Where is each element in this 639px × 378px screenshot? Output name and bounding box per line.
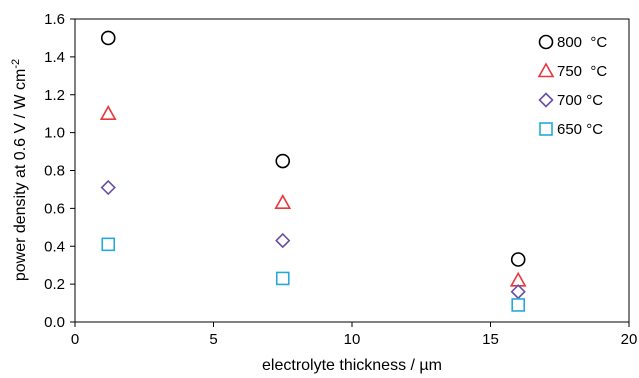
data-point-square <box>275 271 290 286</box>
data-point-triangle <box>99 105 117 120</box>
y-tick-label: 0.2 <box>44 276 65 293</box>
data-markers <box>99 30 527 312</box>
y-tick-label: 0.6 <box>44 200 65 217</box>
legend-label: 650 °C <box>557 121 603 138</box>
y-tick-label: 1.4 <box>44 49 65 66</box>
y-axis-title: power density at 0.6 V / W cm-2 <box>10 59 29 281</box>
legend-marker-circle <box>538 34 554 50</box>
x-tick-label: 5 <box>209 331 217 348</box>
x-tick-label: 15 <box>482 331 499 348</box>
x-tick-label: 10 <box>344 331 361 348</box>
y-tick-label: 0.4 <box>44 238 65 255</box>
data-point-circle <box>510 252 526 267</box>
x-axis-ticks: 0 5 10 15 20 <box>71 322 638 348</box>
data-point-diamond <box>275 232 291 249</box>
data-point-triangle <box>274 194 292 209</box>
x-axis-title: electrolyte thickness / µm <box>262 357 442 374</box>
y-tick-label: 1.2 <box>44 87 65 104</box>
y-tick-label: 0.0 <box>44 314 65 331</box>
x-tick-label: 20 <box>621 331 638 348</box>
y-tick-label: 1.0 <box>44 125 65 142</box>
legend-label: 800 °C <box>557 34 607 51</box>
legend: 800 °C 750 °C 700 °C 650 °C <box>537 34 607 138</box>
data-point-circle <box>275 153 291 169</box>
data-point-square <box>511 298 526 312</box>
y-tick-label: 0.8 <box>44 163 65 180</box>
legend-marker-diamond <box>538 92 554 108</box>
data-point-diamond <box>100 179 116 196</box>
legend-label: 700 °C <box>557 92 603 109</box>
x-tick-label: 0 <box>71 331 79 348</box>
y-axis-title-superscript: -2 <box>10 59 22 69</box>
data-point-triangle <box>509 271 527 287</box>
legend-label: 750 °C <box>557 63 607 80</box>
y-axis-ticks: 0.0 0.2 0.4 0.6 0.8 1.0 1.2 1.4 1.6 <box>44 11 75 331</box>
data-point-circle <box>100 30 116 46</box>
data-point-square <box>101 237 116 252</box>
data-point-diamond <box>510 284 526 300</box>
y-tick-label: 1.6 <box>44 11 65 28</box>
legend-marker-triangle <box>537 62 555 78</box>
legend-marker-square <box>539 122 553 136</box>
y-axis-title-text: power density at 0.6 V / W cm <box>12 69 29 282</box>
